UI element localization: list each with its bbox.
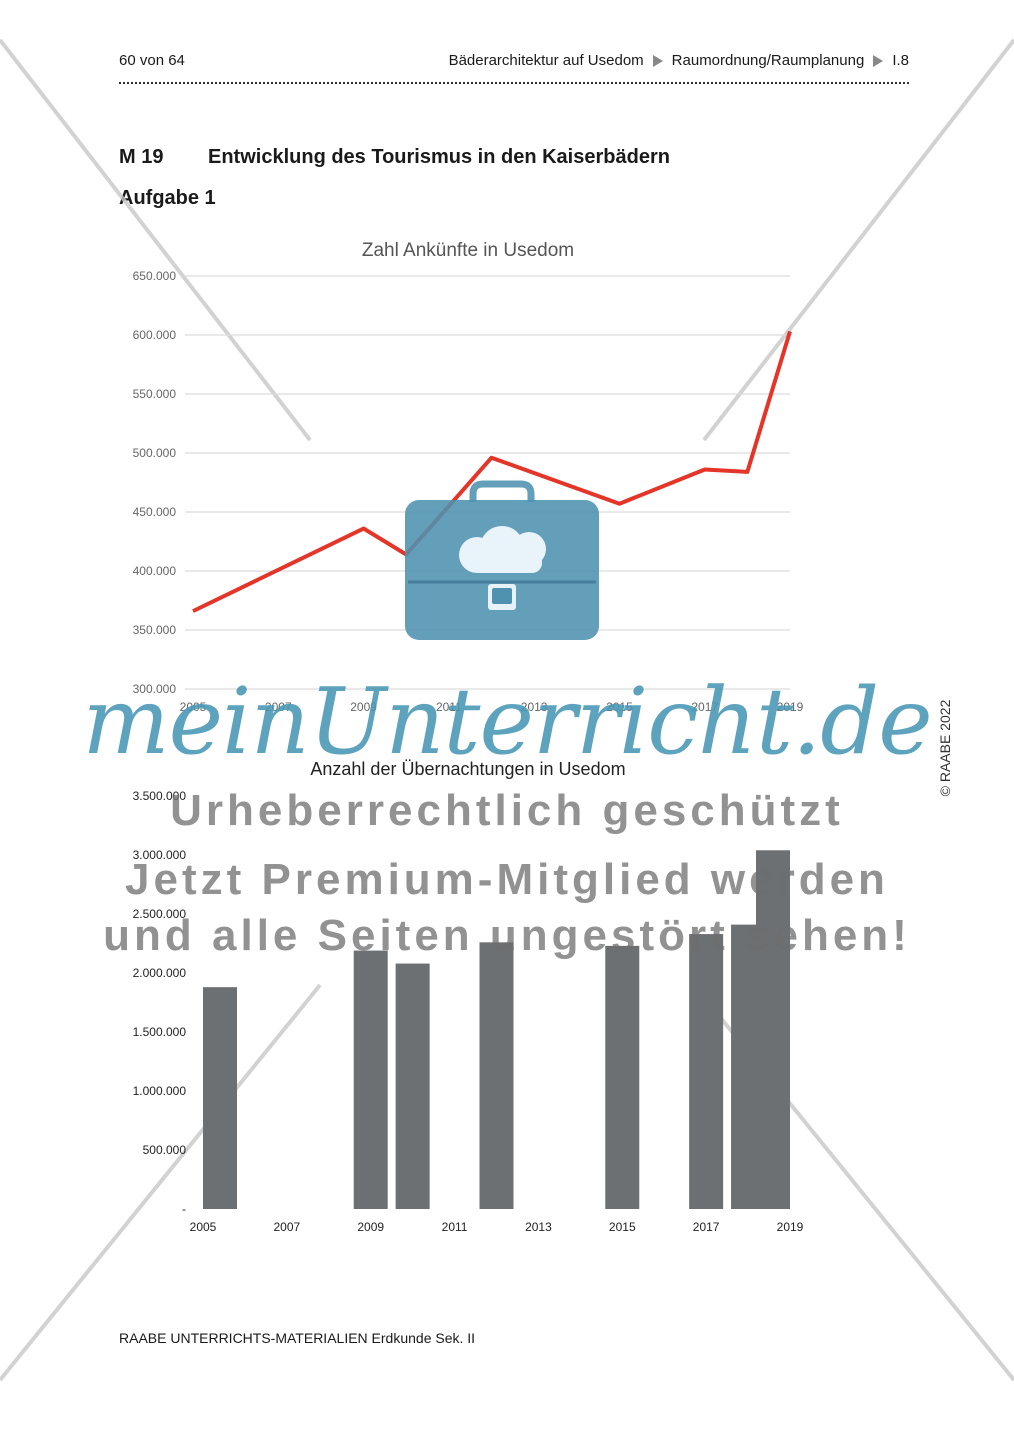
watermark-line-2: Jetzt Premium-Mitglied werden <box>125 855 889 904</box>
x-tick-label: 2007 <box>274 1220 301 1234</box>
y-tick-label: - <box>182 1202 186 1216</box>
x-tick-label: 2017 <box>691 700 718 714</box>
chart-title: Zahl Ankünfte in Usedom <box>362 240 574 261</box>
bar-2017 <box>689 934 724 1209</box>
x-tick-label: 2005 <box>190 1220 217 1234</box>
watermark-line-3: und alle Seiten ungestört sehen! <box>103 911 911 960</box>
breadcrumb-topic: Bäderarchitektur auf Usedom <box>448 52 644 69</box>
arrivals-line <box>192 330 792 613</box>
y-tick-label: 650.000 <box>133 269 177 283</box>
watermark-line-1: Urheberrechtlich geschützt <box>170 786 844 835</box>
bar-2009 <box>353 950 388 1209</box>
page-number: 60 von 64 <box>119 52 185 69</box>
x-tick-label: 2017 <box>693 1220 720 1234</box>
y-tick-label: 2.500.000 <box>133 907 187 921</box>
chart-bars <box>203 850 790 1209</box>
x-tick-label: 2005 <box>180 700 207 714</box>
y-tick-label: 400.000 <box>133 564 177 578</box>
y-tick-label: 2.000.000 <box>133 966 187 980</box>
x-tick-label: 2011 <box>442 1220 468 1234</box>
x-tick-label: 2009 <box>350 700 377 714</box>
y-tick-label: 500.000 <box>143 1143 187 1157</box>
bar-2019 <box>756 850 790 1209</box>
briefcase-icon <box>405 480 599 640</box>
x-tick-label: 2013 <box>521 700 548 714</box>
bar-2005 <box>203 987 237 1209</box>
triangle-right-icon <box>652 54 663 67</box>
overnights-bar-chart: Anzahl der Übernachtungen in Usedom - 500… <box>133 759 804 1234</box>
x-tick-label: 2009 <box>357 1220 384 1234</box>
x-tick-label: 2019 <box>777 700 804 714</box>
triangle-right-icon <box>873 54 884 67</box>
x-tick-label: 2013 <box>525 1220 552 1234</box>
x-axis-ticks: 2005 2007 2009 2011 2013 2015 2017 2019 <box>190 1220 804 1234</box>
x-tick-label: 2015 <box>609 1220 636 1234</box>
brand-watermark: meinUnterricht.de <box>82 668 932 775</box>
y-tick-label: 500.000 <box>133 446 177 460</box>
task-label: Aufgabe 1 <box>119 187 216 209</box>
x-tick-label: 2015 <box>606 700 633 714</box>
page-title: Entwicklung des Tourismus in den Kaiserb… <box>208 146 670 168</box>
y-tick-label: 300.000 <box>133 682 177 696</box>
header-divider <box>119 82 909 84</box>
cloud-icon <box>459 526 546 573</box>
x-tick-label: 2011 <box>436 700 462 714</box>
breadcrumb: Bäderarchitektur auf Usedom Raumordnung/… <box>449 52 909 69</box>
footer-text: RAABE UNTERRICHTS-MATERIALIEN Erdkunde S… <box>119 1330 476 1346</box>
y-tick-label: 600.000 <box>133 328 177 342</box>
breadcrumb-subject: Raumordnung/Raumplanung <box>671 52 865 69</box>
material-code: M 19 <box>119 146 164 168</box>
arrivals-line-chart: Zahl Ankünfte in Usedom 300.000 350.000 40… <box>133 240 804 714</box>
y-tick-label: 3.500.000 <box>133 789 187 803</box>
y-tick-label: 350.000 <box>133 623 177 637</box>
x-axis-ticks: 2005 2007 2009 2011 2013 2015 2017 2019 <box>180 700 804 714</box>
chart-series <box>192 330 792 613</box>
bar-2010 <box>395 963 430 1209</box>
y-tick-label: 3.000.000 <box>133 848 187 862</box>
y-tick-label: 1.000.000 <box>133 1084 187 1098</box>
y-tick-label: 450.000 <box>133 505 177 519</box>
bar-2012 <box>479 942 514 1209</box>
x-tick-label: 2019 <box>777 1220 804 1234</box>
y-axis-ticks: - 500.000 1.000.000 1.500.000 2.000.000 2.500… <box>133 789 187 1216</box>
y-tick-label: 550.000 <box>133 387 177 401</box>
chart-title: Anzahl der Übernachtungen in Usedom <box>310 759 625 779</box>
y-tick-label: 1.500.000 <box>133 1025 187 1039</box>
copyright-notice: © RAABE 2022 <box>937 699 953 797</box>
breadcrumb-unit: I.8 <box>892 52 909 69</box>
x-tick-label: 2007 <box>265 700 292 714</box>
y-axis-ticks: 300.000 350.000 400.000 450.000 500.000 550.0… <box>133 269 177 696</box>
bar-2015 <box>605 945 640 1209</box>
